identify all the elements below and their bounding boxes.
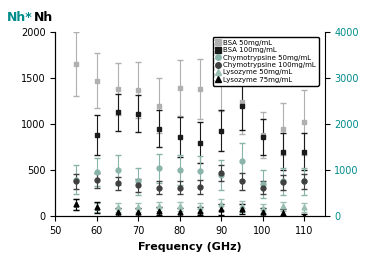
Legend: BSA 50mg/mL, BSA 100mg/mL, Chymotrypsine 50mg/mL, Chymotrypsine 100mg/mL, Lysozy: BSA 50mg/mL, BSA 100mg/mL, Chymotrypsine… [213,37,318,86]
X-axis label: Frequency (GHz): Frequency (GHz) [138,242,242,252]
Text: Nh*: Nh* [7,11,32,24]
Text: Nh: Nh [34,11,53,24]
